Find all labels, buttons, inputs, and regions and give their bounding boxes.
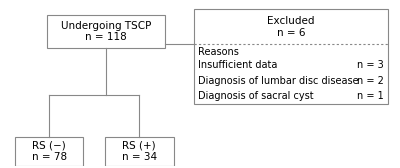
- Bar: [47, 15, 165, 48]
- Text: Reasons: Reasons: [198, 47, 239, 57]
- Text: Insufficient data: Insufficient data: [198, 60, 278, 70]
- Bar: [15, 137, 83, 166]
- Text: RS (+)
n = 34: RS (+) n = 34: [122, 141, 157, 162]
- Text: Diagnosis of lumbar disc disease: Diagnosis of lumbar disc disease: [198, 75, 359, 86]
- Text: n = 3: n = 3: [357, 60, 384, 70]
- Text: Diagnosis of sacral cyst: Diagnosis of sacral cyst: [198, 91, 314, 101]
- Bar: [105, 137, 174, 166]
- Text: n = 1: n = 1: [357, 91, 384, 101]
- Text: RS (−)
n = 78: RS (−) n = 78: [32, 141, 67, 162]
- Text: n = 2: n = 2: [356, 75, 384, 86]
- Text: Excluded
n = 6: Excluded n = 6: [267, 16, 315, 38]
- Text: Undergoing TSCP
n = 118: Undergoing TSCP n = 118: [61, 20, 151, 42]
- Bar: [194, 9, 388, 104]
